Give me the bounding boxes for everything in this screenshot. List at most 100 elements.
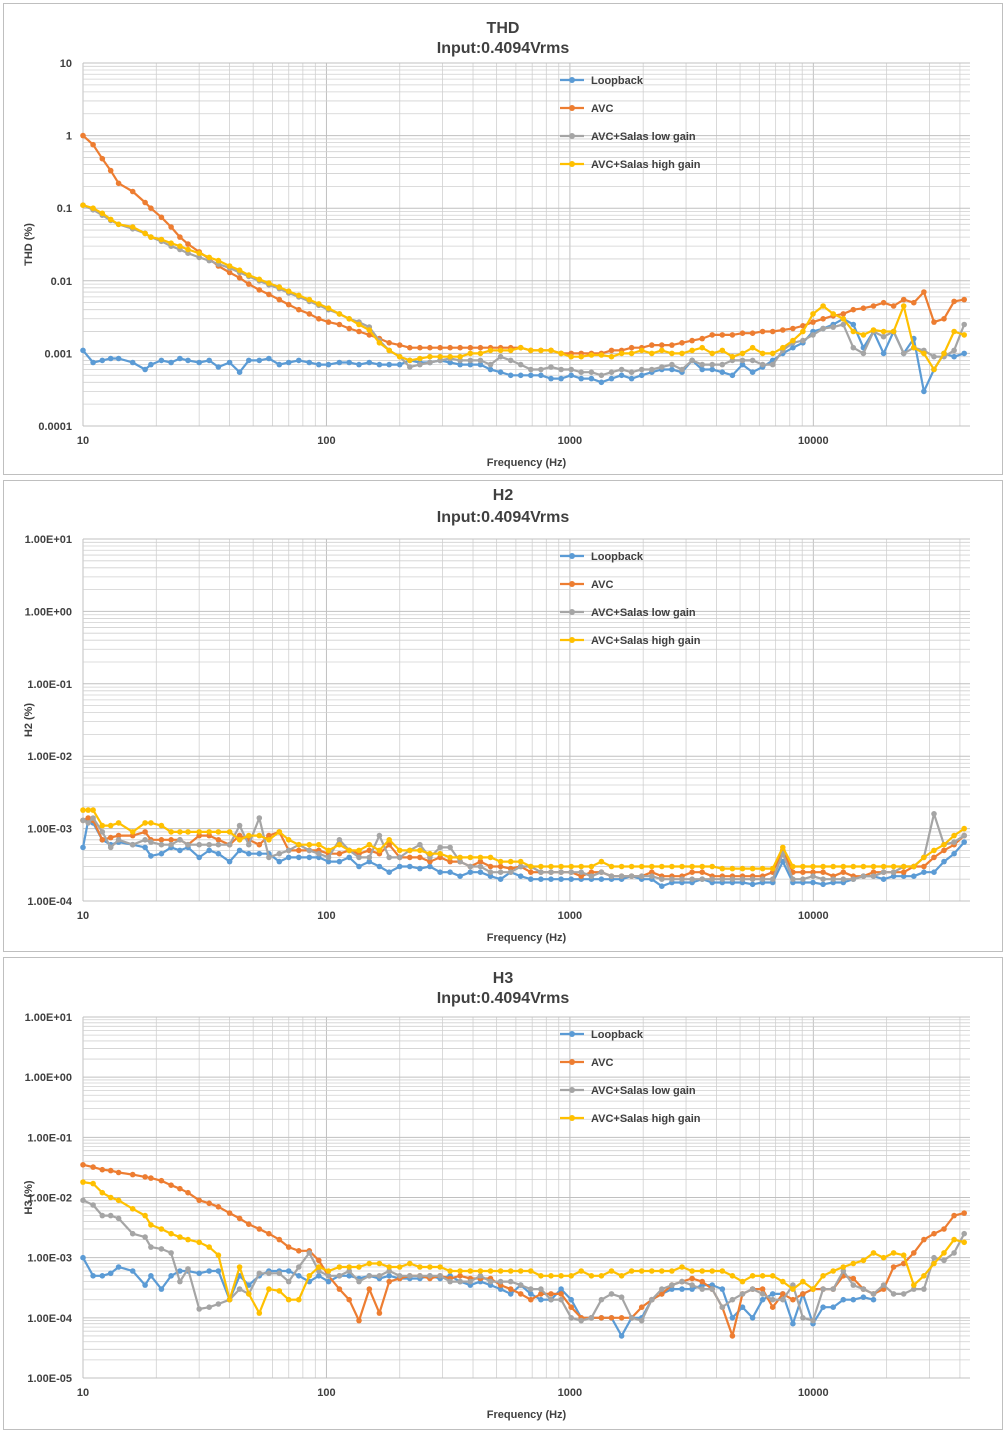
data-point: [517, 344, 524, 351]
data-point: [769, 361, 776, 368]
data-point: [820, 316, 826, 322]
data-point: [659, 342, 665, 348]
data-point: [800, 337, 806, 344]
data-point: [961, 1210, 967, 1216]
data-point: [558, 1291, 564, 1297]
data-point: [236, 1264, 243, 1270]
data-point: [206, 847, 212, 854]
data-point: [427, 344, 433, 351]
data-point: [810, 873, 816, 879]
x-tick-label: 10: [77, 435, 89, 447]
data-point: [729, 1333, 736, 1339]
data-point: [568, 863, 574, 870]
data-point: [215, 841, 222, 848]
data-point: [568, 1296, 574, 1303]
data-point: [99, 837, 106, 843]
data-point: [689, 1275, 695, 1282]
data-point: [769, 1296, 776, 1303]
data-point: [528, 863, 534, 870]
data-point: [266, 832, 272, 839]
data-point: [142, 1174, 148, 1180]
legend-label: AVC+Salas low gain: [591, 607, 696, 619]
y-tick-label: 0.001: [44, 348, 72, 360]
y-tick-label: 1.00E+00: [25, 1072, 72, 1084]
data-point: [890, 863, 897, 870]
data-point: [266, 837, 272, 843]
data-point: [256, 1310, 263, 1316]
data-point: [142, 1212, 148, 1219]
data-point: [618, 1294, 625, 1300]
legend-label: AVC: [591, 103, 613, 115]
data-point: [206, 1268, 212, 1274]
data-point: [588, 1273, 595, 1279]
thd-chart-panel: THD Input:0.4094Vrms 10 100 1000 10000 10 1 0.…: [3, 3, 1003, 475]
data-point: [820, 881, 826, 888]
data-point: [356, 1278, 362, 1285]
data-point: [206, 1304, 212, 1310]
data-point: [246, 841, 252, 848]
data-point: [598, 352, 605, 358]
data-point: [860, 1294, 867, 1300]
data-point: [608, 1268, 615, 1274]
data-point: [608, 873, 615, 879]
data-point: [376, 832, 383, 839]
data-point: [608, 369, 615, 376]
data-point: [649, 1296, 655, 1303]
data-point: [90, 1202, 96, 1208]
data-point: [80, 817, 86, 824]
data-point: [417, 847, 423, 854]
data-point: [649, 873, 655, 879]
data-point: [376, 1273, 383, 1279]
x-tick-label: 10: [77, 910, 89, 922]
h2-plot: 10 100 1000 10000 1.00E+01 1.00E+00 1.00E-01 1.…: [23, 534, 970, 944]
data-point: [215, 837, 222, 843]
data-point: [236, 832, 243, 839]
x-tick-label: 1000: [558, 910, 582, 922]
data-point: [941, 1226, 947, 1232]
data-point: [256, 1270, 263, 1277]
data-point: [931, 854, 937, 861]
data-point: [931, 366, 937, 373]
x-tick-label: 10: [77, 1387, 89, 1399]
data-point: [142, 366, 148, 373]
data-point: [719, 369, 726, 376]
data-point: [177, 1278, 183, 1285]
data-point: [538, 876, 544, 882]
data-point: [830, 324, 836, 330]
data-point: [185, 1266, 191, 1272]
data-point: [911, 1250, 917, 1256]
data-point: [256, 841, 263, 848]
data-point: [709, 1282, 715, 1288]
data-point: [497, 858, 504, 865]
data-point: [107, 216, 114, 223]
y-tick-label: 1.00E+01: [25, 1012, 72, 1024]
data-point: [810, 332, 816, 338]
data-point: [649, 1268, 655, 1274]
data-point: [477, 1273, 484, 1279]
data-point: [158, 850, 165, 857]
data-point: [266, 280, 272, 286]
data-point: [296, 357, 302, 364]
data-point: [306, 311, 313, 317]
data-point: [769, 1273, 776, 1279]
data-point: [820, 869, 826, 875]
data-point: [850, 328, 857, 335]
data-point: [689, 876, 695, 882]
data-point: [356, 847, 362, 854]
data-point: [608, 347, 615, 354]
data-point: [447, 359, 453, 366]
data-point: [638, 366, 645, 373]
data-point: [80, 1162, 86, 1168]
data-point: [346, 359, 353, 366]
data-point: [709, 876, 715, 882]
y-axis-label: H2 (%): [23, 703, 35, 738]
data-point: [226, 841, 233, 848]
data-point: [285, 288, 292, 295]
data-point: [99, 1166, 106, 1173]
data-point: [880, 333, 887, 340]
data-point: [276, 1270, 283, 1277]
data-point: [158, 214, 165, 221]
data-point: [890, 873, 897, 879]
data-point: [296, 1248, 302, 1254]
data-point: [206, 357, 212, 364]
